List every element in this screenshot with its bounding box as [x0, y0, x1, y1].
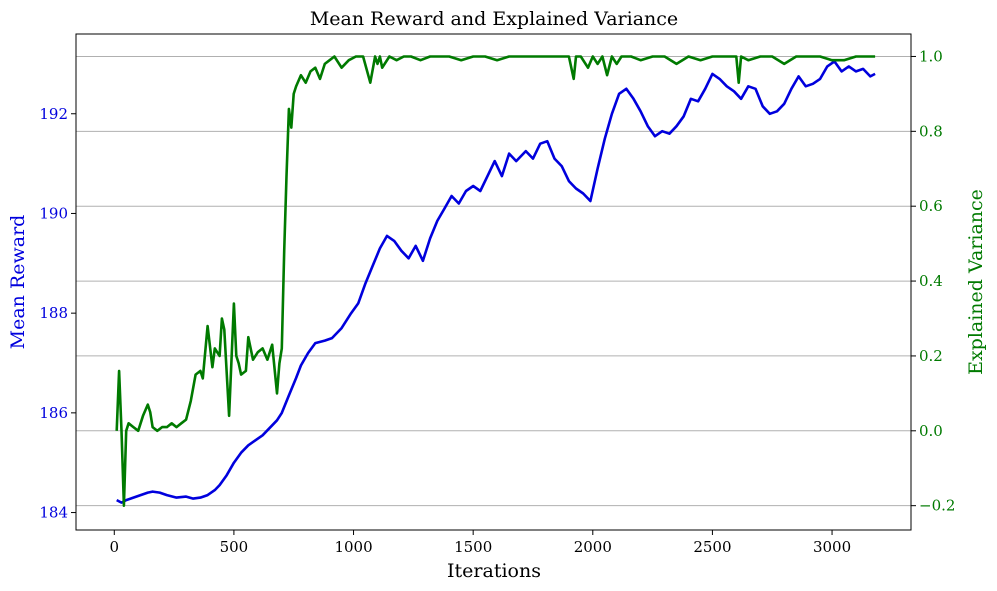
y-right-tick-label: 0.8: [919, 122, 943, 140]
y-left-tick-label: 190: [39, 204, 68, 222]
chart-title: Mean Reward and Explained Variance: [310, 8, 678, 30]
y-left-tick-label: 192: [39, 105, 68, 123]
y-right-tick-label: 0.4: [919, 272, 943, 290]
explained-variance-line: [115, 55, 876, 508]
y-right-tick-label: −0.2: [919, 497, 955, 515]
x-axis-title: Iterations: [447, 560, 541, 582]
x-tick-label: 500: [220, 538, 249, 556]
x-tick-label: 2500: [693, 538, 731, 556]
x-tick-label: 3000: [813, 538, 851, 556]
y-right-tick-label: 0.6: [919, 197, 943, 215]
x-tick-label: 2000: [574, 538, 612, 556]
mean-reward-line: [116, 60, 876, 504]
y-left-tick-label: 184: [39, 504, 68, 522]
tick-layer: 0 500 1000 1500 2000 2500 3000 184 186 188 190 192 −…: [39, 47, 955, 556]
right-axis-title: Explained Variance: [965, 189, 987, 375]
left-axis-title: Mean Reward: [7, 215, 29, 350]
x-tick-label: 1500: [454, 538, 492, 556]
series-layer: [115, 55, 876, 508]
grid-layer: [76, 55, 911, 507]
y-right-tick-label: 0.2: [919, 347, 943, 365]
y-left-tick-label: 188: [39, 304, 68, 322]
y-left-tick-label: 186: [39, 404, 68, 422]
x-tick-label: 1000: [334, 538, 372, 556]
y-right-tick-label: 0.0: [919, 422, 943, 440]
y-right-tick-label: 1.0: [919, 47, 943, 65]
plot-frame: [75, 33, 912, 531]
x-tick-label: 0: [110, 538, 120, 556]
